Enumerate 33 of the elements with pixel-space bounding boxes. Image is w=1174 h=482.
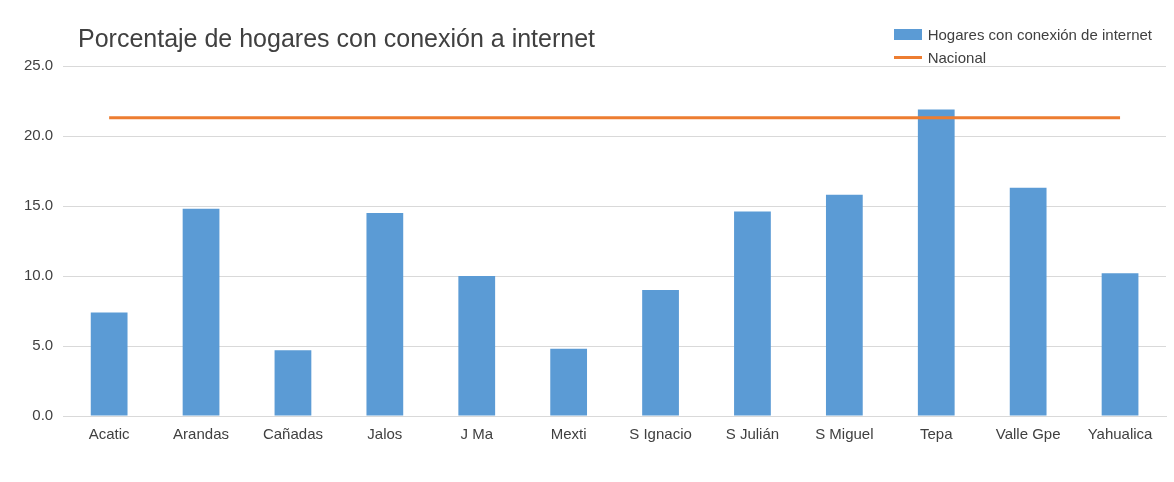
bar	[917, 109, 955, 416]
bar	[642, 290, 679, 416]
y-tick-label: 10.0	[23, 266, 54, 284]
x-tick-label: Mexti	[550, 425, 587, 443]
bar	[274, 350, 312, 416]
x-tick-label: Acatic	[88, 425, 131, 443]
bar	[734, 211, 771, 416]
bar	[825, 194, 863, 416]
y-tick-label: 5.0	[32, 336, 54, 354]
x-tick-label: Jalos	[367, 425, 403, 443]
y-tick-label: 0.0	[32, 406, 54, 424]
legend-label: Nacional	[927, 49, 987, 66]
bar	[366, 213, 404, 416]
y-tick-label: 25.0	[23, 56, 54, 74]
chart-title: Porcentaje de hogares con conexión a internet	[78, 24, 596, 53]
bar	[1009, 187, 1047, 416]
x-tick-label: Tepa	[919, 425, 954, 443]
x-tick-label: S Ignacio	[629, 425, 692, 443]
x-tick-label: Cañadas	[262, 425, 323, 443]
x-tick-label: S Miguel	[815, 425, 874, 443]
bar	[458, 276, 496, 416]
x-tick-label: S Julián	[725, 425, 780, 443]
x-tick-label: J Ma	[460, 425, 494, 443]
x-tick-label: Arandas	[173, 425, 229, 443]
bar	[182, 208, 220, 416]
bar	[1101, 273, 1139, 416]
y-tick-label: 20.0	[23, 126, 54, 144]
legend-label: Hogares con conexión de internet	[927, 26, 1152, 43]
x-tick-label: Valle Gpe	[995, 425, 1061, 443]
y-tick-label: 15.0	[23, 196, 54, 214]
bar	[550, 348, 588, 416]
bar	[90, 312, 128, 416]
x-tick-label: Yahualica	[1087, 425, 1154, 443]
